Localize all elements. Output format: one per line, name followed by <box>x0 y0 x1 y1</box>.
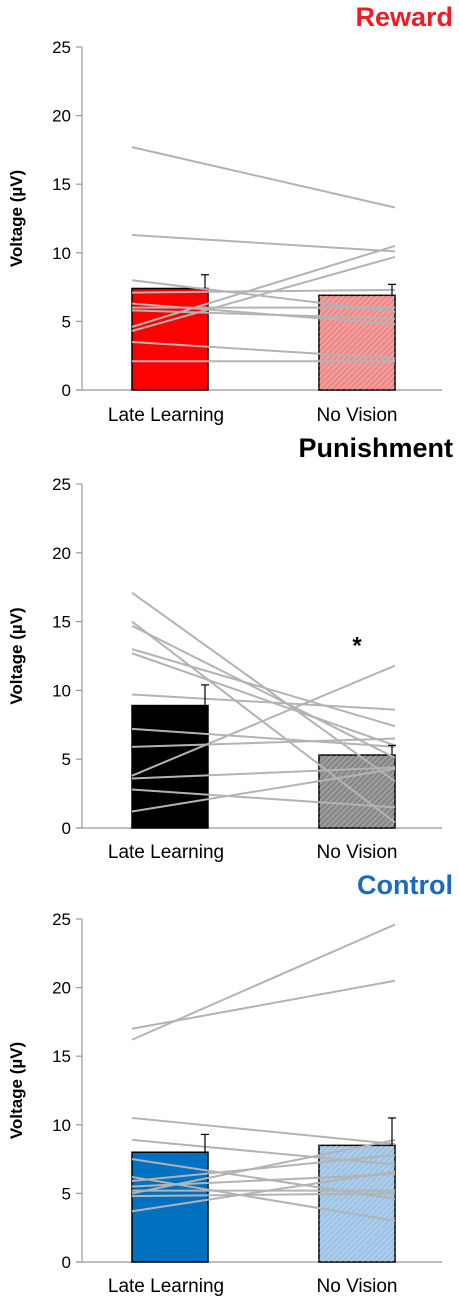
y-tick-label: 10 <box>52 681 71 700</box>
chart-title: Reward <box>355 2 453 32</box>
chart-panel-2: Punishment Voltage (µV) 0 5 10 15 20 25 * Late Le… <box>7 433 453 863</box>
y-tick-label: 15 <box>52 175 71 194</box>
y-tick-label: 15 <box>52 613 71 632</box>
subject-line <box>131 309 396 320</box>
y-tick-label: 20 <box>52 544 71 563</box>
subject-line <box>131 1170 396 1213</box>
chart-panel-3: Control Voltage (µV) 0 5 10 15 20 25 Late Learni… <box>7 870 453 1297</box>
y-tick-label: 10 <box>52 1116 71 1135</box>
subject-line <box>131 652 396 747</box>
subject-line <box>131 788 396 809</box>
subject-line <box>131 767 396 813</box>
x-category-label: No Vision <box>317 1276 398 1297</box>
y-tick-label: 0 <box>62 1253 71 1272</box>
bar <box>131 1151 209 1263</box>
chart-title: Control <box>357 870 453 900</box>
subject-line <box>131 737 396 748</box>
y-axis-label: Voltage (µV) <box>7 607 26 704</box>
y-tick-label: 0 <box>62 381 71 400</box>
y-tick-label: 5 <box>62 312 71 331</box>
subject-line <box>131 146 396 209</box>
y-tick-label: 20 <box>52 979 71 998</box>
subject-line <box>131 648 396 728</box>
y-tick-label: 20 <box>52 107 71 126</box>
x-category-label: Late Learning <box>108 405 224 426</box>
subject-line <box>131 340 396 360</box>
y-tick-label: 0 <box>62 819 71 838</box>
y-tick-label: 5 <box>62 1184 71 1203</box>
x-category-label: No Vision <box>317 842 398 863</box>
subject-line <box>131 1158 396 1200</box>
y-axis-label: Voltage (µV) <box>7 1042 26 1139</box>
subject-line <box>131 1153 396 1183</box>
y-tick-label: 25 <box>52 38 71 57</box>
y-tick-label: 10 <box>52 244 71 263</box>
bar-hatch <box>319 1145 395 1262</box>
bar <box>131 287 209 391</box>
subject-line <box>131 1116 396 1146</box>
subject-line <box>131 244 396 328</box>
subject-line <box>131 1192 396 1198</box>
subject-line <box>131 664 396 777</box>
subject-line <box>131 727 396 748</box>
chart-title: Punishment <box>298 433 453 463</box>
y-tick-label: 5 <box>62 750 71 769</box>
bar <box>131 704 209 829</box>
subject-line <box>131 1138 396 1166</box>
x-category-label: Late Learning <box>108 1276 224 1297</box>
subject-line <box>131 288 396 294</box>
bar-hatch <box>319 755 395 828</box>
chart-panel-1: Reward Voltage (µV) 0 5 10 15 20 25 Late Learnin… <box>7 2 453 426</box>
subject-line <box>131 1138 396 1195</box>
subject-line <box>131 624 396 759</box>
y-tick-label: 15 <box>52 1047 71 1066</box>
y-tick-label: 25 <box>52 475 71 494</box>
subject-line <box>131 693 396 711</box>
significance-marker: * <box>352 632 362 659</box>
subject-line <box>131 979 396 1030</box>
subject-line <box>131 620 396 824</box>
y-axis-label: Voltage (µV) <box>7 170 26 267</box>
y-tick-label: 25 <box>52 910 71 929</box>
x-category-label: Late Learning <box>108 842 224 863</box>
subject-line <box>131 279 396 313</box>
subject-line <box>131 766 396 780</box>
x-category-label: No Vision <box>317 405 398 426</box>
subject-line <box>131 233 396 253</box>
subject-line <box>131 255 396 332</box>
